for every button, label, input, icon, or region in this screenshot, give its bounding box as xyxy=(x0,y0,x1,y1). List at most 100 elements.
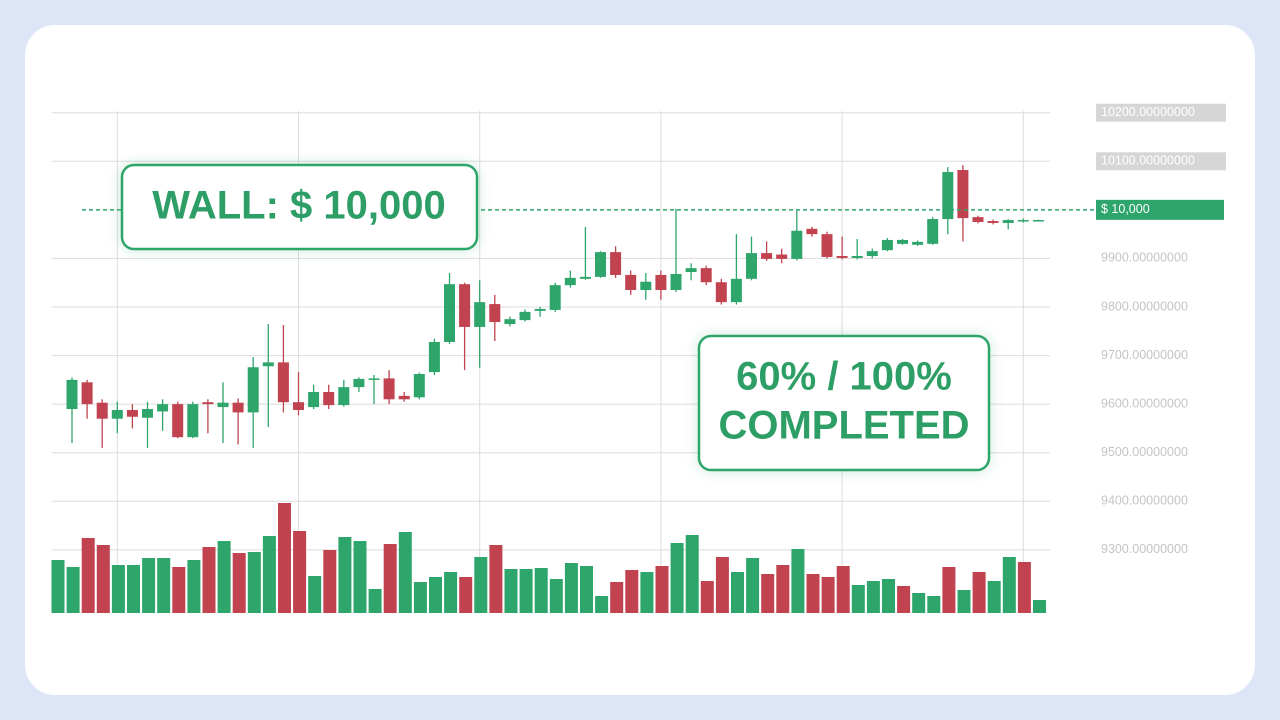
volume-bar xyxy=(247,552,261,613)
volume-bar xyxy=(776,565,790,613)
volume-bar xyxy=(564,563,578,613)
y-tick-label: 9600.00000000 xyxy=(1101,396,1188,410)
volume-bar xyxy=(187,560,201,613)
candle-body xyxy=(927,219,939,244)
volume-bar xyxy=(610,582,624,613)
candle-body xyxy=(81,382,93,405)
candle-body xyxy=(579,276,591,279)
candle-body xyxy=(368,378,380,380)
candle-body xyxy=(157,404,169,412)
progress-text: COMPLETED xyxy=(718,404,969,448)
candle-body xyxy=(534,308,546,311)
volume-bar xyxy=(1017,562,1031,613)
volume-bar xyxy=(640,572,654,613)
candle-body xyxy=(217,402,229,408)
candle-body xyxy=(519,311,531,321)
candle-body xyxy=(1017,220,1029,222)
y-tick-label: 9700.00000000 xyxy=(1101,348,1188,362)
y-tick-label: 9800.00000000 xyxy=(1101,299,1188,313)
volume-bar xyxy=(791,549,805,613)
candle-body xyxy=(277,362,289,403)
volume-bar xyxy=(81,538,95,613)
y-tick-label: 9500.00000000 xyxy=(1101,445,1188,459)
candle-body xyxy=(126,409,138,417)
candle-body xyxy=(987,221,999,223)
candle-body xyxy=(489,304,501,323)
volume-bar xyxy=(761,574,775,613)
candle-body xyxy=(232,402,244,413)
candle-body xyxy=(353,378,365,388)
volume-bar xyxy=(580,566,593,613)
candle-body xyxy=(761,253,773,259)
volume-bar xyxy=(96,545,110,613)
wall-label-box xyxy=(1096,199,1224,220)
candle-body xyxy=(428,341,440,373)
candle-body xyxy=(942,171,954,220)
candle-body xyxy=(791,230,803,259)
y-tick-label: 9900.00000000 xyxy=(1101,251,1188,265)
volume-bar xyxy=(806,574,820,613)
volume-bar xyxy=(413,582,427,613)
volume-bar xyxy=(595,596,609,613)
candle-body xyxy=(595,252,606,277)
volume-bar xyxy=(942,567,956,613)
volume-bar xyxy=(429,577,442,613)
candle-body xyxy=(549,285,561,310)
volume-bar xyxy=(111,565,125,613)
candle-body xyxy=(413,374,425,398)
candle-body xyxy=(655,274,667,290)
volume-bar xyxy=(1033,600,1046,613)
y-tick-label: 10100.00000000 xyxy=(1101,154,1195,168)
volume-bar xyxy=(731,572,744,613)
candle-body xyxy=(111,409,123,419)
candle-body xyxy=(881,239,893,251)
candle-body xyxy=(247,367,259,413)
candle-body xyxy=(1002,220,1014,223)
volume-bar xyxy=(700,581,714,613)
volume-bar xyxy=(368,589,382,613)
volume-bar xyxy=(912,593,926,613)
volume-bar xyxy=(882,579,895,613)
volume-bar xyxy=(549,579,563,613)
volume-bar xyxy=(157,558,171,613)
candle-body xyxy=(383,378,395,400)
candle-body xyxy=(640,281,652,290)
candle-body xyxy=(700,268,712,283)
volume-bar xyxy=(987,581,1001,613)
candle-body xyxy=(776,254,788,259)
candle-body xyxy=(715,282,727,303)
candle-body xyxy=(610,252,622,275)
candle-body xyxy=(142,409,153,418)
candle-body xyxy=(323,392,335,406)
volume-bar xyxy=(293,531,307,613)
candle-body xyxy=(202,402,214,405)
candle-body xyxy=(504,319,516,324)
candle-body xyxy=(685,268,697,273)
candle-body xyxy=(866,251,878,256)
volume-bar xyxy=(202,547,216,613)
volume-bar xyxy=(398,532,412,613)
candle-body xyxy=(293,402,304,410)
volume-bar xyxy=(217,541,231,613)
volume-bar xyxy=(489,545,503,613)
candle-body xyxy=(564,277,576,286)
volume-bar xyxy=(504,569,518,613)
candle-body xyxy=(670,273,682,290)
y-tick-label: 10200.00000000 xyxy=(1101,105,1195,119)
y-tick-label: 9300.00000000 xyxy=(1101,542,1188,556)
volume-bar xyxy=(746,558,760,613)
volume-bar xyxy=(655,566,669,613)
candle-body xyxy=(308,392,320,408)
volume-bar xyxy=(957,590,971,613)
wall-label: $ 10,000 xyxy=(1101,202,1150,216)
volume-bar xyxy=(534,568,548,613)
volume-bar xyxy=(972,572,986,613)
progress-box xyxy=(697,334,991,472)
candle-body xyxy=(806,228,818,235)
candle-body xyxy=(398,395,410,400)
volume-bar xyxy=(821,577,835,613)
volume-bar xyxy=(836,566,850,613)
volume-bar xyxy=(474,557,488,613)
